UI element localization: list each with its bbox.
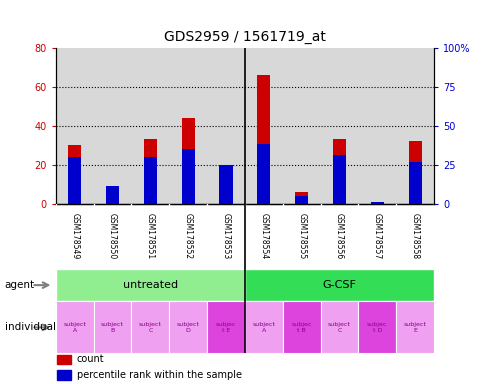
Bar bbox=[56, 301, 93, 353]
Bar bbox=[370, 202, 383, 204]
Text: individual: individual bbox=[5, 322, 56, 333]
Bar bbox=[219, 165, 232, 204]
Bar bbox=[207, 301, 244, 353]
Bar bbox=[332, 155, 346, 204]
Text: subjec
t D: subjec t D bbox=[366, 322, 387, 333]
Bar bbox=[57, 355, 71, 364]
Bar bbox=[257, 75, 270, 204]
Bar bbox=[370, 202, 383, 204]
Bar bbox=[143, 157, 157, 204]
Bar bbox=[282, 301, 320, 353]
Text: G-CSF: G-CSF bbox=[322, 280, 356, 290]
Bar bbox=[57, 370, 71, 380]
Text: GSM178549: GSM178549 bbox=[70, 213, 79, 259]
Text: GSM178555: GSM178555 bbox=[297, 213, 305, 259]
Bar bbox=[68, 157, 81, 204]
Text: GSM178554: GSM178554 bbox=[259, 213, 268, 259]
Text: subject
A: subject A bbox=[252, 322, 275, 333]
Bar bbox=[143, 139, 157, 204]
Bar bbox=[395, 301, 433, 353]
Text: GSM178550: GSM178550 bbox=[108, 213, 117, 259]
Bar bbox=[131, 301, 169, 353]
Text: subject
D: subject D bbox=[176, 322, 199, 333]
Bar bbox=[93, 301, 131, 353]
Text: subject
C: subject C bbox=[327, 322, 350, 333]
Text: GSM178552: GSM178552 bbox=[183, 213, 192, 259]
Bar bbox=[181, 118, 195, 204]
Bar bbox=[68, 145, 81, 204]
Bar bbox=[181, 149, 195, 204]
Text: subject
A: subject A bbox=[63, 322, 86, 333]
Text: GSM178553: GSM178553 bbox=[221, 213, 230, 259]
Bar bbox=[244, 301, 282, 353]
Text: agent: agent bbox=[5, 280, 35, 290]
Bar bbox=[106, 186, 119, 204]
Text: untreated: untreated bbox=[122, 280, 178, 290]
Title: GDS2959 / 1561719_at: GDS2959 / 1561719_at bbox=[164, 30, 325, 44]
Bar bbox=[408, 162, 421, 204]
Text: count: count bbox=[76, 354, 104, 364]
Text: GSM178558: GSM178558 bbox=[410, 213, 419, 259]
Text: subject
B: subject B bbox=[101, 322, 124, 333]
Bar bbox=[332, 139, 346, 204]
Bar bbox=[294, 196, 308, 204]
Bar bbox=[244, 269, 433, 301]
Text: subject
E: subject E bbox=[403, 322, 426, 333]
Text: subjec
t E: subjec t E bbox=[215, 322, 236, 333]
Bar bbox=[408, 141, 421, 204]
Text: subjec
t B: subjec t B bbox=[291, 322, 311, 333]
Bar bbox=[169, 301, 207, 353]
Text: percentile rank within the sample: percentile rank within the sample bbox=[76, 370, 241, 380]
Bar bbox=[358, 301, 395, 353]
Bar bbox=[106, 186, 119, 204]
Text: subject
C: subject C bbox=[138, 322, 162, 333]
Bar bbox=[219, 167, 232, 204]
Text: GSM178551: GSM178551 bbox=[146, 213, 154, 259]
Bar bbox=[56, 269, 244, 301]
Text: GSM178557: GSM178557 bbox=[372, 213, 381, 259]
Bar bbox=[257, 144, 270, 204]
Bar bbox=[320, 301, 358, 353]
Text: GSM178556: GSM178556 bbox=[334, 213, 343, 259]
Bar bbox=[294, 192, 308, 204]
